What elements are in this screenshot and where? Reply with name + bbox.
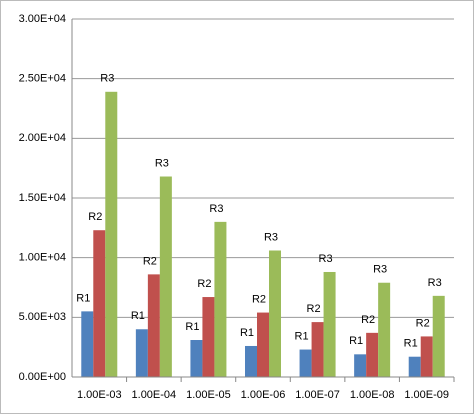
y-tick-label: 1.00E+04 — [19, 252, 66, 264]
bar — [214, 221, 227, 377]
bar — [366, 332, 379, 377]
x-tick-label: 1.00E-07 — [295, 389, 340, 401]
data-label: R3 — [100, 73, 114, 85]
bar — [420, 336, 433, 377]
x-tick-label: 1.00E-04 — [132, 389, 177, 401]
data-label: R2 — [88, 211, 102, 223]
data-label: R1 — [131, 310, 145, 322]
data-label: R3 — [319, 253, 333, 265]
data-label: R2 — [361, 314, 375, 326]
y-tick-label: 3.00E+04 — [19, 13, 66, 25]
bar — [190, 340, 203, 377]
data-label: R2 — [252, 293, 266, 305]
data-label: R2 — [143, 255, 157, 267]
bar — [245, 345, 257, 377]
data-label: R1 — [185, 321, 199, 333]
x-tick-label: 1.00E-03 — [77, 389, 122, 401]
data-label: R3 — [264, 231, 278, 243]
y-tick-label: 1.50E+04 — [19, 192, 66, 204]
data-label: R2 — [197, 278, 211, 290]
bar — [299, 349, 312, 377]
y-tick-label: 2.00E+04 — [19, 132, 66, 144]
bar — [311, 322, 324, 377]
bar — [378, 282, 391, 377]
bar — [202, 297, 215, 377]
y-tick-label: 2.50E+04 — [19, 73, 66, 85]
data-label: R3 — [155, 157, 169, 169]
y-tick-label: 0.00E+00 — [19, 371, 66, 383]
bar — [159, 176, 172, 377]
data-label: R1 — [240, 327, 254, 339]
data-label: R1 — [404, 338, 418, 350]
y-tick-label: 5.00E+03 — [19, 311, 66, 323]
data-label: R2 — [416, 317, 430, 329]
bar — [135, 329, 148, 377]
data-label: R3 — [209, 203, 223, 215]
x-tick-label: 1.00E-06 — [241, 389, 286, 401]
data-label: R3 — [373, 264, 387, 276]
bar — [257, 312, 269, 377]
bar — [432, 295, 445, 377]
data-label: R2 — [307, 303, 321, 315]
bar — [354, 354, 367, 377]
bar — [81, 311, 94, 377]
bar — [323, 271, 336, 377]
bar — [408, 356, 421, 377]
data-label: R1 — [76, 292, 90, 304]
bar — [269, 250, 281, 377]
bar — [105, 91, 118, 377]
x-tick-label: 1.00E-05 — [186, 389, 231, 401]
x-tick-label: 1.00E-08 — [350, 389, 395, 401]
data-label: R3 — [428, 277, 442, 289]
data-label: R1 — [349, 335, 363, 347]
data-label: R1 — [295, 330, 309, 342]
bar — [93, 230, 106, 377]
bar — [147, 274, 160, 377]
x-tick-label: 1.00E-09 — [404, 389, 449, 401]
